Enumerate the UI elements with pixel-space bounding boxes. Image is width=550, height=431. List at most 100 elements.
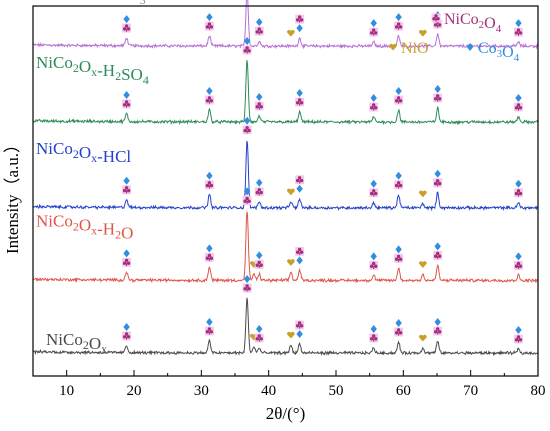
club-marker: [394, 180, 404, 190]
club-marker: [394, 327, 404, 337]
club-marker: [204, 252, 214, 262]
series-label-part: NiCo: [36, 53, 73, 72]
club-marker: [242, 283, 252, 293]
diamond-marker: [243, 275, 251, 283]
club-marker: [394, 253, 404, 263]
series-label-part: x: [101, 342, 107, 356]
series-label-part: 2: [83, 338, 89, 352]
diamond-marker: [515, 179, 522, 188]
diamond-marker: [256, 325, 263, 333]
diamond-marker: [206, 13, 213, 22]
series-label-part: O: [121, 223, 133, 242]
club-marker: [204, 180, 214, 190]
club-marker: [204, 21, 214, 31]
diamond-marker: [296, 256, 303, 265]
club-marker: [433, 178, 443, 188]
club-marker: [295, 320, 305, 330]
diamond-marker: [243, 116, 251, 125]
y-axis-title: Intensity（a.u.）: [3, 136, 22, 254]
series-label-part: 2: [73, 147, 79, 161]
diamond-marker: [370, 19, 377, 28]
diamond-marker: [434, 318, 441, 326]
club-marker: [369, 102, 379, 112]
x-axis-ticks: 10 20 30 40 50 60 70 80: [32, 370, 546, 399]
diamond-marker: [434, 169, 441, 178]
diamond-marker: [123, 91, 130, 99]
diamond-marker: [515, 326, 522, 334]
club-marker: [254, 26, 264, 36]
club-marker: [254, 259, 264, 269]
club-marker: [369, 188, 379, 198]
series-label-4: NiCo2Ox: [46, 330, 107, 356]
diamond-marker: [123, 323, 130, 331]
diamond-marker: [243, 187, 251, 196]
series-line-4: [32, 297, 539, 357]
club-marker: [369, 27, 379, 37]
heart-marker: [389, 43, 397, 51]
phase-markers: [122, 11, 523, 344]
club-marker: [122, 99, 132, 109]
legend-entry-1: NiO: [389, 40, 429, 57]
diamond-marker: [395, 319, 402, 327]
diamond-marker: [370, 94, 377, 102]
diamond-marker: [395, 171, 402, 180]
series-label-part: 2: [115, 69, 121, 83]
club-marker: [394, 21, 404, 31]
series-label-part: SO: [121, 65, 143, 84]
legend-label: Co3O4: [478, 40, 520, 64]
diamond-marker: [395, 13, 402, 22]
club-marker: [513, 188, 523, 198]
legend-entry-0: NiCo2O4: [431, 11, 502, 35]
diamond-marker: [434, 85, 441, 93]
diamond-marker: [515, 19, 522, 28]
x-tick-label: 40: [261, 383, 276, 399]
club-marker: [242, 195, 252, 205]
series-label-part: 2: [115, 227, 121, 241]
series-label-part: x: [91, 0, 97, 3]
diamond-marker: [296, 24, 303, 33]
diamond-marker: [256, 93, 263, 101]
heart-marker: [419, 29, 427, 37]
club-marker: [242, 125, 252, 135]
legend-label: NiCo2O4: [444, 11, 502, 35]
diamond-marker: [515, 94, 522, 102]
club-marker: [513, 27, 523, 37]
series-label-3: NiCo2Ox-H2O: [36, 211, 133, 242]
club-marker: [513, 260, 523, 270]
heart-marker: [287, 188, 295, 196]
plot-lines: [32, 0, 539, 357]
diamond-marker: [243, 37, 251, 45]
series-line-3: [32, 211, 539, 284]
club-marker: [433, 250, 443, 260]
series-label-0: NiCo2Ox-HNO3: [36, 0, 146, 7]
series-label-part: O: [79, 215, 91, 234]
series-label-part: 4: [143, 73, 149, 87]
club-marker: [369, 260, 379, 270]
series-label-part: -H: [97, 219, 115, 238]
diamond-marker: [256, 251, 263, 260]
club-marker: [295, 14, 305, 24]
diamond-marker: [370, 252, 377, 261]
series-label-part: O: [89, 334, 101, 353]
series-line-1: [32, 60, 539, 126]
x-tick-label: 70: [463, 383, 478, 399]
diamond-marker: [395, 87, 402, 95]
series-label-part: NiCo: [36, 139, 73, 158]
x-tick-label: 50: [329, 383, 344, 399]
club-marker: [122, 331, 132, 341]
heart-marker: [287, 259, 295, 266]
diamond-marker: [206, 87, 213, 95]
series-line-0: [32, 0, 539, 50]
x-axis-title: 2θ/(°): [266, 404, 306, 423]
series-label-2: NiCo2Ox-HCl: [36, 139, 131, 166]
legend-entry-2: Co3O4: [466, 40, 520, 64]
club-marker: [394, 95, 404, 105]
x-tick-label: 80: [531, 383, 546, 399]
x-tick-label: 10: [59, 383, 74, 399]
club-marker: [369, 333, 379, 343]
diamond-marker: [466, 43, 474, 51]
heart-marker: [419, 261, 427, 268]
club-marker: [433, 326, 443, 336]
diamond-marker: [370, 179, 377, 188]
